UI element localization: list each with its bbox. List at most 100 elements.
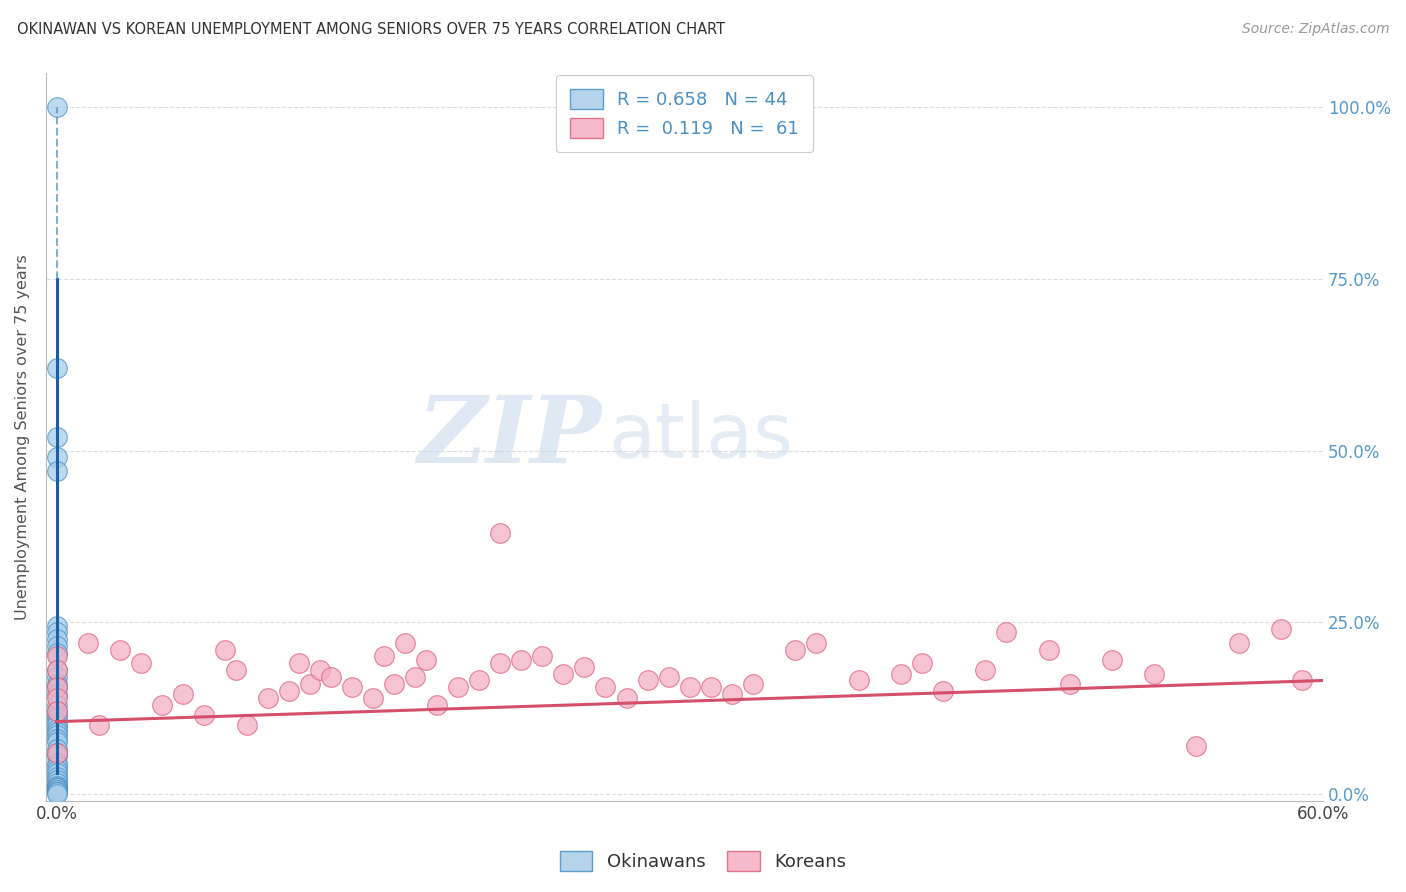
Point	[45, 785, 67, 799]
Point	[616, 690, 638, 705]
Point	[129, 657, 152, 671]
Point	[87, 718, 110, 732]
Point	[848, 673, 870, 688]
Point	[45, 646, 67, 660]
Point	[1291, 673, 1313, 688]
Point	[658, 670, 681, 684]
Point	[298, 677, 321, 691]
Point	[45, 742, 67, 756]
Point	[911, 657, 934, 671]
Point	[45, 663, 67, 677]
Point	[932, 683, 955, 698]
Point	[45, 670, 67, 684]
Point	[340, 681, 363, 695]
Point	[45, 759, 67, 773]
Text: Source: ZipAtlas.com: Source: ZipAtlas.com	[1241, 22, 1389, 37]
Point	[45, 731, 67, 746]
Point	[574, 659, 596, 673]
Point	[373, 649, 395, 664]
Point	[446, 681, 468, 695]
Point	[45, 722, 67, 736]
Legend: Okinawans, Koreans: Okinawans, Koreans	[553, 844, 853, 879]
Point	[45, 785, 67, 799]
Point	[361, 690, 384, 705]
Point	[45, 361, 67, 376]
Point	[890, 666, 912, 681]
Point	[382, 677, 405, 691]
Point	[319, 670, 342, 684]
Point	[1143, 666, 1166, 681]
Point	[45, 625, 67, 640]
Point	[45, 725, 67, 739]
Point	[425, 698, 447, 712]
Point	[45, 681, 67, 695]
Point	[531, 649, 554, 664]
Point	[256, 690, 278, 705]
Point	[404, 670, 426, 684]
Point	[108, 642, 131, 657]
Point	[45, 756, 67, 770]
Point	[45, 749, 67, 764]
Point	[45, 783, 67, 797]
Point	[45, 714, 67, 729]
Point	[45, 763, 67, 777]
Point	[415, 653, 437, 667]
Point	[1038, 642, 1060, 657]
Point	[1270, 622, 1292, 636]
Point	[721, 687, 744, 701]
Point	[45, 687, 67, 701]
Point	[45, 746, 67, 760]
Point	[172, 687, 194, 701]
Point	[489, 657, 512, 671]
Point	[45, 728, 67, 742]
Point	[235, 718, 257, 732]
Point	[45, 779, 67, 793]
Point	[510, 653, 533, 667]
Point	[742, 677, 765, 691]
Point	[45, 766, 67, 780]
Point	[489, 525, 512, 540]
Point	[595, 681, 617, 695]
Point	[1185, 739, 1208, 753]
Text: OKINAWAN VS KOREAN UNEMPLOYMENT AMONG SENIORS OVER 75 YEARS CORRELATION CHART: OKINAWAN VS KOREAN UNEMPLOYMENT AMONG SE…	[17, 22, 725, 37]
Point	[45, 618, 67, 632]
Text: ZIP: ZIP	[418, 392, 602, 482]
Point	[45, 770, 67, 784]
Point	[45, 711, 67, 725]
Text: atlas: atlas	[607, 400, 793, 474]
Point	[193, 707, 215, 722]
Point	[214, 642, 236, 657]
Point	[45, 746, 67, 760]
Point	[288, 657, 311, 671]
Y-axis label: Unemployment Among Seniors over 75 years: Unemployment Among Seniors over 75 years	[15, 254, 30, 620]
Point	[45, 772, 67, 787]
Point	[394, 636, 416, 650]
Point	[45, 100, 67, 114]
Point	[1227, 636, 1250, 650]
Point	[45, 698, 67, 712]
Point	[553, 666, 575, 681]
Point	[45, 632, 67, 647]
Point	[45, 639, 67, 653]
Point	[45, 718, 67, 732]
Point	[45, 705, 67, 719]
Point	[45, 649, 67, 664]
Point	[77, 636, 100, 650]
Point	[1101, 653, 1123, 667]
Point	[679, 681, 702, 695]
Point	[45, 780, 67, 794]
Point	[45, 776, 67, 790]
Point	[45, 782, 67, 797]
Point	[785, 642, 807, 657]
Point	[225, 663, 247, 677]
Point	[45, 464, 67, 478]
Point	[45, 690, 67, 705]
Point	[700, 681, 723, 695]
Point	[995, 625, 1018, 640]
Point	[45, 450, 67, 465]
Point	[45, 787, 67, 801]
Point	[45, 735, 67, 749]
Point	[45, 663, 67, 677]
Point	[309, 663, 332, 677]
Point	[45, 707, 67, 722]
